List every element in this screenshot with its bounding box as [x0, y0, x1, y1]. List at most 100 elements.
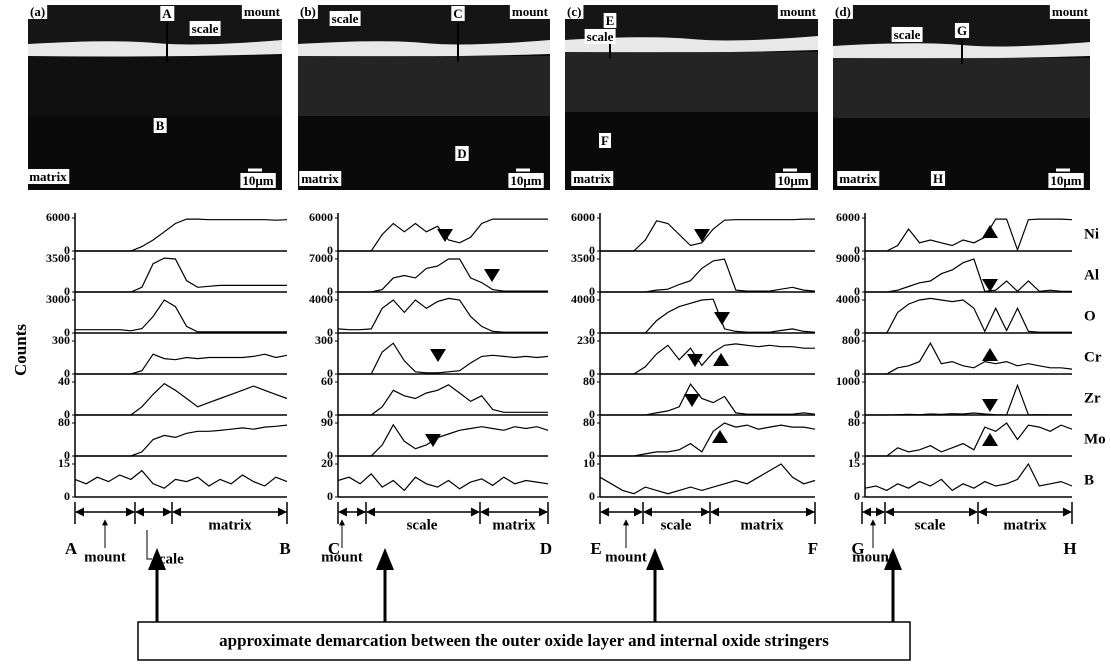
scan-start: G — [851, 539, 864, 558]
profile-line — [75, 424, 288, 457]
mount-region — [28, 5, 282, 45]
profile-line — [75, 299, 287, 333]
y-tick-label: 300 — [52, 333, 70, 347]
demarcation-arrowhead — [148, 548, 166, 570]
scale-segment: scale — [661, 517, 692, 533]
y-tick-label: 0 — [64, 366, 70, 380]
scale-label: scale — [332, 11, 359, 26]
mount-label-box — [1049, 3, 1091, 19]
y-tick-label: 10 — [583, 456, 595, 470]
scale-pointer — [146, 530, 152, 560]
profile-line — [600, 218, 815, 252]
mount-segment: mount — [852, 549, 894, 565]
y-tick-label: 0 — [589, 325, 595, 339]
scale-bar-label-box — [508, 172, 544, 188]
profile-line — [338, 342, 549, 375]
profile-line — [865, 383, 1072, 416]
scale-bar-label: 10μm — [777, 173, 808, 188]
oxide-zone — [565, 52, 818, 112]
y-tick-label: 4000 — [836, 292, 860, 306]
scan-end: B — [279, 539, 290, 558]
start-label-box — [160, 5, 175, 21]
y-tick-label: 0 — [854, 325, 860, 339]
y-tick-label: 0 — [854, 284, 860, 298]
profile-line — [338, 384, 548, 416]
y-tick-label: 1000 — [836, 374, 860, 388]
y-tick-label: 4000 — [571, 292, 595, 306]
profile-line — [75, 353, 288, 375]
y-tick-label: 15 — [58, 456, 70, 470]
start-label: E — [606, 13, 615, 28]
end-label-box — [930, 170, 946, 186]
y-tick-label: 0 — [327, 284, 333, 298]
scale-bar-label: 10μm — [242, 173, 273, 188]
end-label: D — [457, 146, 466, 161]
y-tick-label: 40 — [58, 374, 70, 388]
y-tick-label: 6000 — [46, 210, 70, 224]
scan-start: A — [65, 539, 78, 558]
y-tick-label: 0 — [854, 407, 860, 421]
element-label: B — [1084, 472, 1094, 488]
start-label: C — [453, 6, 462, 21]
y-tick-label: 0 — [327, 243, 333, 257]
matrix-label: matrix — [573, 171, 611, 186]
y-tick-label: 9000 — [836, 251, 860, 265]
marker-triangle — [712, 430, 728, 443]
y-tick-label: 90 — [321, 415, 333, 429]
element-label: Cr — [1084, 349, 1102, 365]
marker-triangle — [982, 225, 998, 238]
matrix-label-box — [299, 170, 342, 186]
y-tick-label: 80 — [583, 415, 595, 429]
scale-band — [28, 40, 282, 57]
panel-label: (d) — [835, 4, 851, 19]
y-tick-label: 6000 — [309, 210, 333, 224]
y-tick-label: 0 — [854, 448, 860, 462]
profile-line — [600, 343, 815, 375]
mount-label: mount — [1052, 4, 1089, 19]
scan-end: F — [808, 539, 818, 558]
caption-box — [137, 621, 911, 661]
marker-triangle — [687, 354, 703, 367]
demarcation-arrowhead — [884, 548, 902, 570]
y-tick-label: 0 — [64, 448, 70, 462]
marker-triangle — [713, 353, 729, 366]
oxide-zone — [28, 56, 282, 116]
y-tick-label: 4000 — [309, 292, 333, 306]
marker-triangle — [484, 269, 500, 282]
y-tick-label: 80 — [848, 415, 860, 429]
start-label-box — [603, 12, 617, 28]
panel-label-box — [28, 3, 48, 19]
y-tick-label: 800 — [842, 333, 860, 347]
y-tick-label: 6000 — [836, 210, 860, 224]
matrix-label-box — [837, 170, 880, 186]
y-tick-label: 0 — [327, 325, 333, 339]
marker-triangle — [982, 279, 998, 292]
mount-label: mount — [244, 4, 281, 19]
mount-segment: mount — [321, 549, 363, 565]
end-label-box — [153, 117, 167, 133]
marker-triangle — [437, 229, 453, 242]
start-label-box — [954, 22, 970, 38]
mount-segment: mount — [84, 549, 126, 565]
y-tick-label: 0 — [327, 489, 333, 503]
y-tick-label: 0 — [64, 243, 70, 257]
scale-label-box — [584, 28, 616, 44]
scale-bar-label: 10μm — [1050, 173, 1081, 188]
matrix-label: matrix — [301, 171, 339, 186]
mount-label: mount — [780, 4, 817, 19]
scale-band — [298, 40, 550, 57]
scale-segment: scale — [915, 517, 946, 533]
y-tick-label: 0 — [327, 366, 333, 380]
mount-label-box — [777, 3, 819, 19]
caption: approximate demarcation between the oute… — [219, 631, 829, 650]
mount-label-box — [509, 3, 551, 19]
y-tick-label: 20 — [321, 456, 333, 470]
scale-bar-label-box — [240, 172, 276, 188]
y-tick-label: 0 — [327, 407, 333, 421]
y-tick-label: 0 — [64, 284, 70, 298]
